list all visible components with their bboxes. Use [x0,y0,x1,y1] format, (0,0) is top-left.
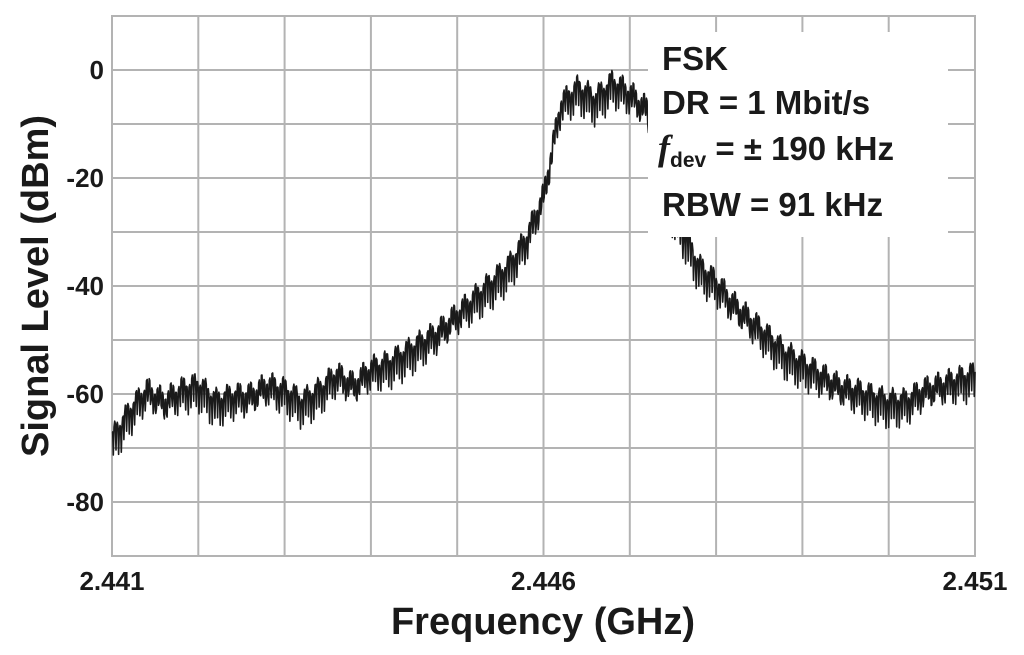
annotation-deviation: fdev = ± 190 kHz [658,128,894,172]
annotation-deviation-sub: dev [670,149,707,172]
grid [111,15,976,557]
y-tick-label: -20 [66,163,104,193]
annotation-deviation-symbol: f [658,128,673,168]
x-tick-label: 2.441 [79,566,144,596]
annotation-deviation-value: = ± 190 kHz [706,130,894,167]
series-line [111,69,976,456]
y-tick-label: -80 [66,487,104,517]
y-tick-label: -60 [66,379,104,409]
x-tick-label: 2.451 [942,566,1007,596]
y-axis-label: Signal Level (dBm) [15,115,57,457]
annotation-modulation: FSK [662,40,728,77]
annotation-rbw: RBW = 91 kHz [662,186,883,223]
tick-labels: 0 -20 -40 -60 -80 2.441 2.446 2.451 [66,55,1007,596]
x-axis-label: Frequency (GHz) [391,601,695,643]
x-tick-label: 2.446 [511,566,576,596]
annotation-data-rate: DR = 1 Mbit/s [662,84,870,121]
y-tick-label: 0 [90,55,104,85]
plot-area [111,69,976,456]
annotation-background [648,32,948,237]
y-tick-label: -40 [66,271,104,301]
